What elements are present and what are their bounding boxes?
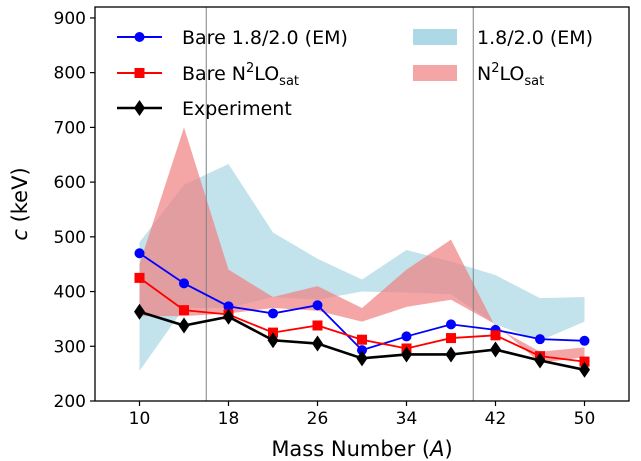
- legend-marker-bare-em: [134, 32, 145, 42]
- legend-label-experiment: Experiment: [182, 98, 292, 120]
- data-point-experiment-38: [445, 346, 457, 363]
- reference-lines-layer: [205, 7, 474, 401]
- legend-marker-experiment: [134, 100, 145, 116]
- data-point-bare-n2losat-26: [312, 320, 323, 331]
- y-axis-label-unit: (keV): [8, 167, 32, 229]
- legend-item-band-n2losat: N2LOsat: [413, 61, 544, 89]
- legend-label-band-n2losat-main: N: [477, 63, 491, 85]
- x-tick-label-10: 10: [129, 409, 151, 429]
- data-point-experiment-10: [134, 303, 145, 320]
- x-axis-label-text: Mass Number (: [271, 437, 430, 461]
- legend-label-bare-n2losat-sup: 2: [246, 61, 254, 76]
- data-point-bare-n2losat-10: [134, 272, 145, 283]
- plot-frame: [94, 6, 630, 402]
- data-point-bare-1-8-2-0-em-50: [579, 335, 590, 346]
- legend-label-bare-em: Bare 1.8/2.0 (EM): [182, 27, 348, 49]
- x-axis-label-close: ): [444, 437, 452, 461]
- legend-item-band-em: 1.8/2.0 (EM): [413, 27, 593, 49]
- data-point-bare-1-8-2-0-em-14: [179, 278, 189, 289]
- data-point-bare-1-8-2-0-em-46: [535, 334, 545, 345]
- data-point-experiment-42: [490, 341, 501, 358]
- legend-item-experiment: Experiment: [117, 98, 292, 120]
- legend-label-band-n2losat-rest: LO: [500, 63, 525, 85]
- data-point-experiment-22: [267, 332, 279, 349]
- x-tick-label-42: 42: [485, 409, 507, 429]
- data-point-bare-1-8-2-0-em-38: [446, 319, 456, 330]
- data-point-bare-n2losat-14: [179, 305, 189, 316]
- legend-label-band-em: 1.8/2.0 (EM): [477, 27, 593, 49]
- data-point-bare-1-8-2-0-em-10: [134, 248, 145, 259]
- data-point-bare-1-8-2-0-em-30: [357, 345, 367, 356]
- legend: Bare 1.8/2.0 (EM) Bare N2LOsat Experimen…: [117, 27, 593, 120]
- data-point-experiment-46: [534, 352, 546, 369]
- legend-label-band-n2losat-sub: sat: [524, 74, 544, 89]
- data-point-experiment-14: [178, 317, 190, 334]
- data-point-experiment-34: [401, 346, 412, 363]
- y-tick-label-900: 900: [54, 9, 86, 29]
- band-1-8-2-0-em: [139, 164, 585, 371]
- data-point-bare-n2losat-42: [490, 330, 501, 341]
- y-tick-label-700: 700: [54, 118, 86, 138]
- y-axis-label: c (keV): [8, 167, 32, 240]
- data-point-bare-n2losat-38: [446, 333, 456, 344]
- legend-item-bare-n2losat: Bare N2LOsat: [117, 61, 299, 89]
- data-point-experiment-30: [356, 350, 368, 367]
- data-point-bare-1-8-2-0-em-34: [401, 331, 412, 342]
- x-tick-label-50: 50: [574, 409, 596, 429]
- data-point-bare-1-8-2-0-em-26: [312, 300, 323, 311]
- x-axis-label-variable: A: [428, 437, 444, 461]
- legend-marker-bare-n2losat: [134, 68, 145, 78]
- data-point-bare-1-8-2-0-em-22: [268, 308, 278, 319]
- y-tick-label-600: 600: [54, 173, 86, 193]
- y-tick-label-800: 800: [54, 64, 86, 84]
- legend-label-bare-n2losat-rest: LO: [254, 63, 279, 85]
- legend-label-band-n2losat-sup: 2: [491, 61, 499, 76]
- x-tick-label-18: 18: [218, 409, 240, 429]
- legend-label-bare-n2losat-sub: sat: [279, 74, 299, 89]
- data-point-experiment-18: [223, 308, 234, 325]
- y-tick-label-500: 500: [54, 228, 86, 248]
- legend-patch-band-em: [413, 29, 457, 45]
- x-tick-label-26: 26: [307, 409, 329, 429]
- y-tick-label-200: 200: [54, 392, 86, 412]
- y-tick-label-300: 300: [54, 337, 86, 357]
- y-tick-label-400: 400: [54, 283, 86, 303]
- data-point-bare-n2losat-30: [357, 334, 367, 345]
- data-point-bare-1-8-2-0-em-18: [223, 301, 234, 312]
- data-point-experiment-50: [579, 361, 590, 378]
- legend-item-bare-em: Bare 1.8/2.0 (EM): [117, 27, 348, 49]
- y-axis-label-variable: c: [8, 229, 32, 241]
- legend-patch-band-n2losat: [413, 65, 457, 81]
- data-point-experiment-26: [312, 335, 323, 352]
- series-lines-layer: [134, 248, 590, 378]
- ticks-layer: 10 18 26 34 42 50 200 300 400 500 600 700 800 900: [54, 9, 596, 429]
- legend-label-bare-n2losat: Bare N2LOsat: [182, 61, 299, 89]
- x-axis-label: Mass Number (A): [271, 437, 452, 461]
- legend-label-bare-n2losat-main: Bare N: [182, 63, 246, 85]
- x-tick-label-34: 34: [396, 409, 418, 429]
- legend-label-band-n2losat: N2LOsat: [477, 61, 544, 89]
- data-point-bare-n2losat-50: [579, 356, 590, 367]
